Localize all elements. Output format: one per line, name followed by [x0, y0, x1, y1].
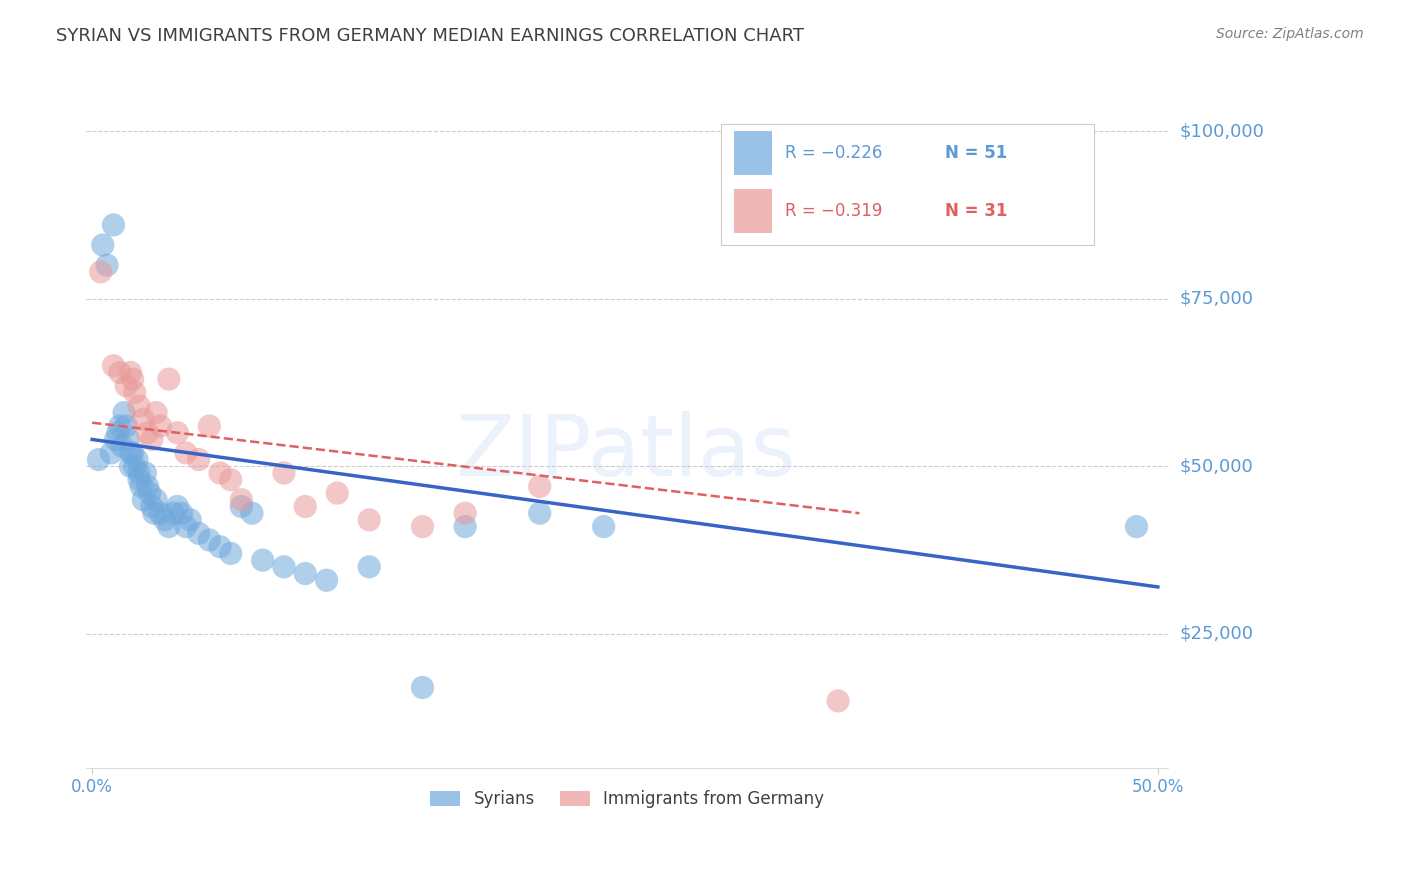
Point — [103, 359, 125, 373]
Legend: Syrians, Immigrants from Germany: Syrians, Immigrants from Germany — [423, 783, 831, 815]
Point — [454, 519, 477, 533]
Point — [128, 466, 150, 480]
Point — [198, 533, 221, 547]
Point — [162, 506, 184, 520]
FancyBboxPatch shape — [721, 124, 1094, 245]
Point — [208, 466, 231, 480]
Point — [96, 258, 118, 272]
Point — [240, 506, 263, 520]
Point — [108, 419, 131, 434]
Point — [124, 459, 146, 474]
Point — [157, 519, 180, 533]
Point — [136, 425, 159, 440]
Text: N = 51: N = 51 — [945, 145, 1007, 162]
Point — [132, 492, 155, 507]
Point — [103, 218, 125, 232]
Point — [359, 559, 381, 574]
Bar — [734, 131, 772, 175]
Point — [141, 433, 163, 447]
Point — [411, 681, 433, 695]
Text: R = −0.226: R = −0.226 — [785, 145, 882, 162]
Point — [273, 466, 295, 480]
Point — [112, 406, 135, 420]
Text: $75,000: $75,000 — [1180, 290, 1254, 308]
Point — [129, 479, 152, 493]
Point — [231, 500, 253, 514]
Point — [120, 459, 142, 474]
Point — [149, 419, 172, 434]
Point — [174, 446, 197, 460]
Point — [121, 372, 143, 386]
Point — [294, 566, 316, 581]
Point — [315, 573, 337, 587]
Point — [128, 473, 150, 487]
Point — [1125, 519, 1147, 533]
Point — [592, 519, 614, 533]
Point — [157, 372, 180, 386]
Point — [208, 540, 231, 554]
Point — [111, 439, 134, 453]
Point — [115, 419, 138, 434]
Point — [120, 446, 142, 460]
Bar — [734, 189, 772, 233]
Point — [273, 559, 295, 574]
Point — [219, 473, 242, 487]
Point — [252, 553, 274, 567]
Point — [529, 506, 551, 520]
Text: Source: ZipAtlas.com: Source: ZipAtlas.com — [1216, 27, 1364, 41]
Point — [90, 265, 112, 279]
Text: $100,000: $100,000 — [1180, 122, 1264, 140]
Text: N = 31: N = 31 — [945, 202, 1007, 220]
Point — [231, 492, 253, 507]
Point — [141, 500, 163, 514]
Point — [219, 546, 242, 560]
Point — [145, 406, 167, 420]
Point — [454, 506, 477, 520]
Point — [187, 452, 209, 467]
Point — [107, 425, 129, 440]
Point — [108, 366, 131, 380]
Point — [187, 526, 209, 541]
Point — [149, 506, 172, 520]
Point — [104, 433, 127, 447]
Point — [326, 486, 349, 500]
Text: $50,000: $50,000 — [1180, 458, 1253, 475]
Point — [136, 479, 159, 493]
Point — [132, 412, 155, 426]
Point — [529, 479, 551, 493]
Point — [153, 513, 176, 527]
Point — [166, 425, 188, 440]
Point — [142, 506, 165, 520]
Point — [87, 452, 110, 467]
Point — [170, 506, 193, 520]
Point — [128, 399, 150, 413]
Point — [124, 385, 146, 400]
Point — [359, 513, 381, 527]
Point — [174, 519, 197, 533]
Point — [120, 366, 142, 380]
Point — [198, 419, 221, 434]
Point — [91, 238, 114, 252]
Point — [166, 500, 188, 514]
Point — [125, 452, 148, 467]
Text: $25,000: $25,000 — [1180, 625, 1254, 643]
Point — [827, 694, 849, 708]
Point — [179, 513, 201, 527]
Text: R = −0.319: R = −0.319 — [785, 202, 882, 220]
Point — [134, 466, 156, 480]
Text: SYRIAN VS IMMIGRANTS FROM GERMANY MEDIAN EARNINGS CORRELATION CHART: SYRIAN VS IMMIGRANTS FROM GERMANY MEDIAN… — [56, 27, 804, 45]
Point — [100, 446, 122, 460]
Point — [294, 500, 316, 514]
Point — [117, 433, 139, 447]
Text: ZIPatlas: ZIPatlas — [454, 411, 796, 494]
Point — [145, 492, 167, 507]
Point — [121, 446, 143, 460]
Point — [411, 519, 433, 533]
Point — [138, 486, 160, 500]
Point — [115, 379, 138, 393]
